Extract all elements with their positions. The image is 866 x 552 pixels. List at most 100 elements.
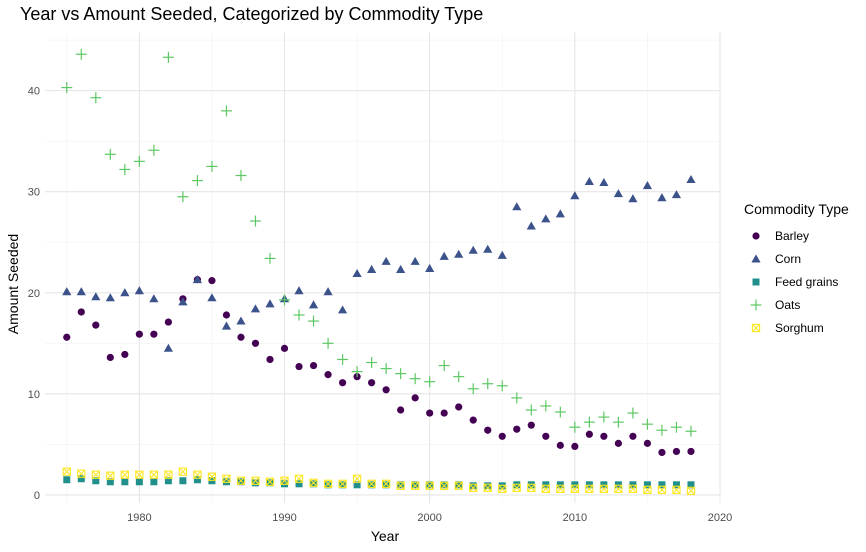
circle-marker-shape: [571, 442, 579, 450]
sorghum-point: [91, 470, 100, 479]
square-x-marker-box: [294, 474, 304, 483]
barley-point: [106, 353, 114, 362]
oats-point: [191, 175, 203, 187]
square-x-marker-box: [396, 481, 405, 490]
sorghum-point: [512, 483, 521, 492]
square-x-marker-box: [135, 470, 144, 479]
square-x-marker-box: [149, 470, 159, 479]
triangle-marker-shape: [91, 292, 101, 301]
square-marker-shape: [368, 481, 376, 489]
square-marker-shape: [484, 482, 492, 490]
oats-point: [133, 155, 145, 167]
corn-point: [425, 263, 435, 272]
barley-point: [237, 333, 245, 341]
square-x-marker-diagonal: [512, 483, 521, 492]
sorghum-point: [599, 484, 609, 493]
feed-grains-point: [484, 482, 492, 490]
feed-grains-point: [397, 481, 405, 489]
square-x-marker-box: [498, 484, 507, 493]
square-marker-shape: [513, 481, 521, 489]
triangle-marker-shape: [367, 264, 377, 273]
oats-point: [569, 421, 581, 433]
y-axis-title: Amount Seeded: [5, 234, 21, 334]
feed-grains-point: [513, 481, 521, 489]
square-x-marker-box: [236, 476, 246, 485]
legend-label-sorghum: Sorghum: [775, 321, 824, 335]
circle-marker-shape: [135, 330, 143, 338]
square-marker-shape: [63, 476, 71, 484]
legend-label-barley: Barley: [775, 229, 809, 243]
sorghum-point: [454, 481, 463, 490]
oats-point: [279, 294, 291, 306]
feed-grains-point: [368, 481, 376, 489]
square-x-marker-diagonal: [295, 474, 304, 483]
triangle-marker-shape: [570, 191, 580, 200]
circle-marker-shape: [484, 426, 492, 434]
sorghum-point: [222, 474, 231, 483]
square-marker-shape: [397, 481, 405, 489]
square-x-marker-diagonal: [178, 467, 187, 476]
triangle-marker-shape: [642, 181, 653, 190]
square-marker-shape: [92, 477, 100, 485]
feed-grains-point: [92, 477, 100, 485]
oats-point: [75, 48, 87, 60]
triangle-marker-shape: [628, 194, 638, 203]
sorghum-point: [62, 467, 71, 476]
barley-point: [687, 447, 695, 456]
oats-point: [627, 407, 639, 419]
feed-grains-point: [193, 476, 201, 484]
square-x-marker-box: [251, 476, 260, 485]
square-x-marker-box: [541, 484, 550, 493]
barley-point: [672, 447, 681, 456]
chart-title: Year vs Amount Seeded, Categorized by Co…: [20, 4, 483, 24]
barley-point: [382, 386, 390, 394]
barley-point: [513, 425, 521, 433]
sorghum-point: [657, 485, 667, 495]
triangle-marker-shape: [134, 286, 144, 295]
corn-point: [236, 316, 246, 325]
circle-marker-shape: [643, 439, 652, 447]
square-x-marker-box: [62, 467, 71, 476]
square-marker-shape: [752, 278, 760, 286]
triangle-marker-shape: [599, 177, 609, 187]
square-x-marker-diagonal: [280, 476, 289, 485]
corn-point: [192, 275, 203, 284]
feed-grains-point: [281, 480, 289, 488]
sorghum-point: [628, 484, 638, 493]
barley-point: [295, 362, 303, 371]
circle-marker-shape: [77, 308, 85, 316]
oats-point: [511, 392, 523, 404]
triangle-marker-shape: [396, 264, 406, 273]
square-x-marker-diagonal: [77, 469, 86, 478]
circle-marker-shape: [556, 441, 564, 449]
circle-marker-shape: [469, 416, 477, 424]
feed-grains-point: [353, 481, 361, 489]
triangle-marker-shape: [512, 202, 522, 211]
corn-point: [642, 181, 653, 190]
corn-point: [541, 214, 551, 223]
sorghum-point: [106, 471, 115, 480]
feed-grains-point: [643, 481, 651, 489]
barley-point: [208, 277, 216, 285]
square-x-marker-diagonal: [483, 483, 492, 492]
oats-point: [351, 366, 363, 378]
sorghum-point: [440, 481, 449, 490]
square-marker-shape: [193, 476, 201, 484]
circle-marker-shape: [411, 394, 419, 402]
legend: Commodity Type Barley Corn Feed grains Oats…: [744, 201, 849, 335]
circle-marker-shape: [208, 277, 216, 285]
square-x-marker-diagonal: [628, 484, 637, 493]
legend-key-oats: [750, 299, 762, 311]
corn-point: [628, 194, 638, 203]
circle-marker-shape: [368, 379, 376, 387]
barley-point: [280, 344, 289, 352]
triangle-marker-shape: [207, 293, 217, 302]
square-x-marker-box: [425, 481, 434, 490]
feed-grains-point: [77, 475, 85, 483]
sorghum-point: [425, 481, 434, 490]
circle-marker-shape: [687, 447, 695, 456]
square-x-marker-box: [193, 470, 202, 479]
square-x-marker-diagonal: [440, 481, 449, 490]
x-tick-label: 2010: [563, 512, 587, 524]
square-x-marker-diagonal: [570, 484, 579, 493]
